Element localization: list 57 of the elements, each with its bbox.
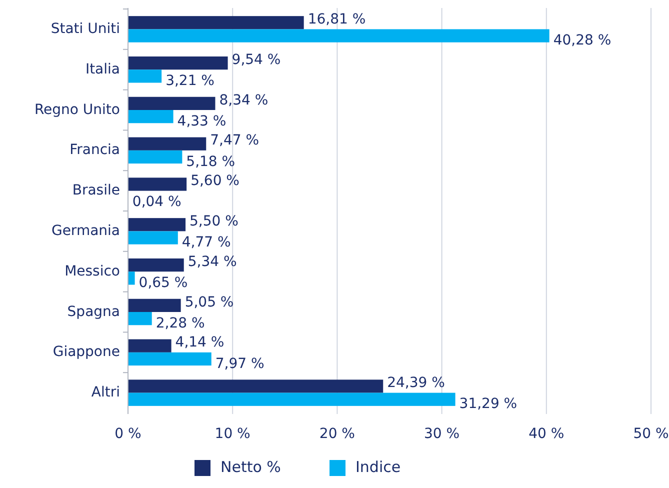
bar bbox=[128, 178, 187, 191]
x-tick-label: 30 % bbox=[424, 426, 460, 442]
data-label: 5,18 % bbox=[186, 154, 236, 170]
legend-label: Indice bbox=[356, 458, 401, 476]
legend-label: Netto % bbox=[220, 458, 281, 476]
data-label: 5,05 % bbox=[184, 294, 234, 310]
data-label: 5,60 % bbox=[190, 173, 240, 190]
data-label: 31,29 % bbox=[459, 396, 518, 412]
y-tick-label: Spagna bbox=[67, 304, 120, 320]
bar bbox=[128, 70, 162, 83]
y-tick-label: Francia bbox=[70, 142, 120, 158]
bar bbox=[128, 16, 304, 30]
bar bbox=[128, 96, 216, 110]
bar bbox=[128, 339, 172, 352]
data-label: 4,77 % bbox=[182, 234, 231, 251]
data-label: 9,54 % bbox=[232, 52, 281, 68]
x-tick-label: 20 % bbox=[319, 426, 355, 442]
data-label: 4,14 % bbox=[175, 334, 224, 351]
bar bbox=[128, 272, 135, 285]
bar bbox=[128, 56, 228, 70]
bar bbox=[128, 352, 212, 366]
data-label: 5,50 % bbox=[190, 213, 238, 230]
y-tick-label: Brasile bbox=[72, 182, 120, 199]
data-label: 0,04 % bbox=[132, 194, 182, 210]
bar bbox=[128, 150, 182, 164]
y-tick-label: Stati Uniti bbox=[50, 21, 120, 38]
data-label: 5,34 % bbox=[188, 254, 237, 270]
data-label: 16,81 % bbox=[308, 11, 366, 28]
data-label: 2,28 % bbox=[156, 315, 205, 332]
data-label: 24,39 % bbox=[387, 375, 445, 392]
bar bbox=[128, 110, 174, 124]
bar bbox=[128, 218, 186, 232]
x-tick-label: 0 % bbox=[114, 426, 142, 442]
data-label: 7,47 % bbox=[210, 132, 260, 149]
bar bbox=[128, 231, 178, 244]
data-label: 8,34 % bbox=[219, 92, 268, 108]
y-tick-label: Germania bbox=[51, 223, 120, 240]
y-tick-label: Messico bbox=[64, 263, 120, 280]
data-label: 3,21 % bbox=[166, 73, 215, 89]
y-tick-label: Italia bbox=[85, 61, 120, 78]
data-label: 0,65 % bbox=[138, 274, 188, 291]
y-tick-label: Altri bbox=[91, 384, 120, 401]
x-tick-label: 40 % bbox=[528, 426, 564, 442]
data-label: 40,28 % bbox=[553, 32, 612, 49]
x-tick-label: 10 % bbox=[214, 426, 250, 442]
bar bbox=[128, 298, 181, 312]
y-tick-label: Regno Unito bbox=[34, 102, 120, 118]
bar bbox=[128, 29, 550, 42]
bar bbox=[128, 137, 206, 150]
bar bbox=[128, 258, 184, 272]
bar bbox=[128, 312, 152, 326]
bar bbox=[128, 392, 456, 406]
y-tick-label: Giappone bbox=[52, 344, 120, 360]
data-label: 7,97 % bbox=[215, 356, 264, 372]
bar bbox=[128, 380, 384, 393]
x-tick-label: 50 % bbox=[633, 426, 669, 442]
data-label: 4,33 % bbox=[177, 113, 226, 130]
